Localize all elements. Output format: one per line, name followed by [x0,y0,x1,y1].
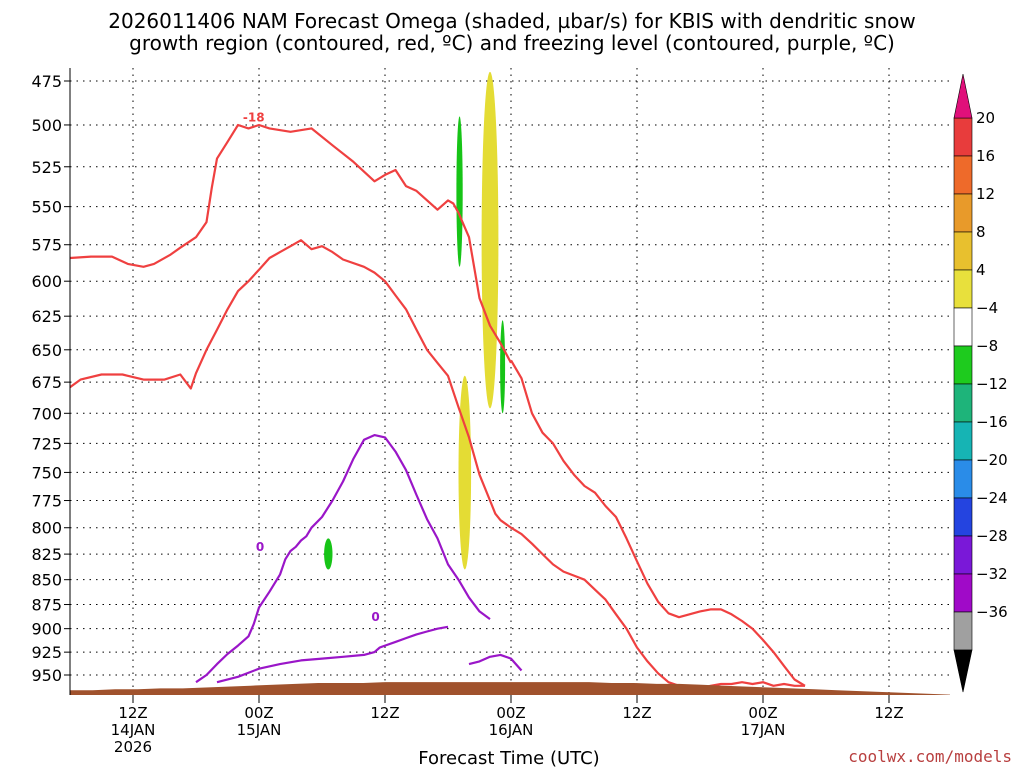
x-tick-label: 00Z [244,704,273,722]
contour-line [468,653,523,672]
contour-lines [70,123,806,690]
y-tick-label: 725 [31,434,62,453]
y-tick-label: 875 [31,596,62,615]
colorbar-label: −12 [976,375,1008,393]
colorbar-label: −24 [976,489,1008,507]
colorbar-label: −16 [976,413,1008,431]
omega-upward-band-lower [458,375,472,570]
y-tick-label: 850 [31,571,62,590]
y-tick-label: 750 [31,463,62,482]
contour-labels: -18 0 0 [243,111,380,624]
colorbar-segment [953,193,973,233]
x-tick-label: 12Z [118,704,147,722]
contour-line [70,239,805,690]
omega-upward-band-upper [481,71,499,409]
y-tick-label: 625 [31,307,62,326]
y-tick-label: 925 [31,643,62,662]
y-tick-label: 675 [31,373,62,392]
colorbar-segment [953,117,973,157]
y-tick-label: 900 [31,620,62,639]
y-tick-label: 550 [31,198,62,217]
y-tick-label: 650 [31,341,62,360]
omega-shading [324,71,506,570]
colorbar-segment [953,421,973,461]
colorbar-label: 8 [976,223,986,241]
colorbar-segment [953,345,973,385]
x-tick-label: 12Z [370,704,399,722]
x-tick-label: 00Z [496,704,525,722]
x-tick-label: 15JAN [237,721,282,739]
y-tick-label: 600 [31,272,62,291]
contour-line [70,123,512,364]
colorbar-segment [953,611,973,651]
omega-downward-cell-mid [500,320,506,414]
colorbar: 20 16 12 8 4 −4 −8 −12 −16 −20 −24 −28 −32 −36 [953,73,1008,693]
credit-text: coolwx.com/models [848,747,1012,766]
colorbar-segment [953,535,973,575]
x-axis-label: Forecast Time (UTC) [418,748,599,768]
freezing-contour-label: 0 [371,610,379,624]
terrain [70,682,950,695]
plot-area: -18 0 0 [69,68,950,695]
contour-line [510,359,806,687]
colorbar-segment [953,383,973,423]
colorbar-segment [953,459,973,499]
dendritic-contour-label: -18 [243,111,265,125]
colorbar-label: −8 [976,337,998,355]
colorbar-label: −32 [976,565,1008,583]
chart-title: 2026011406 NAM Forecast Omega (shaded, µ… [108,9,916,33]
y-tick-label: 775 [31,492,62,511]
y-tick-label: 825 [31,545,62,564]
colorbar-label: 16 [976,147,995,165]
y-tick-label: 525 [31,158,62,177]
colorbar-label: −4 [976,299,998,317]
terrain-fill [70,682,950,695]
colorbar-segment [953,269,973,309]
colorbar-bottom-arrow [953,649,973,693]
x-tick-label: 2026 [114,738,152,756]
colorbar-top-arrow [953,73,973,119]
y-tick-label: 575 [31,236,62,255]
colorbar-segment [953,307,973,347]
chart-title-line2: growth region (contoured, red, ºC) and f… [129,31,895,55]
colorbar-label: 4 [976,261,986,279]
contour-line [195,434,491,684]
freezing-contour-label: 0 [256,540,264,554]
y-tick-label: 800 [31,519,62,538]
x-tick-label: 14JAN [111,721,156,739]
colorbar-segment [953,497,973,537]
colorbar-label: −36 [976,603,1008,621]
contour-line [216,625,449,684]
colorbar-segment [953,231,973,271]
colorbar-label: 20 [976,109,995,127]
colorbar-label: −20 [976,451,1008,469]
colorbar-segment [953,573,973,613]
y-tick-label: 700 [31,404,62,423]
y-tick-label: 475 [31,72,62,91]
y-tick-label: 500 [31,116,62,135]
y-tick-label: 950 [31,666,62,685]
colorbar-segment [953,155,973,195]
x-tick-label: 12Z [622,704,651,722]
omega-downward-cell-low [324,538,333,570]
colorbar-label: 12 [976,185,995,203]
x-tick-label: 00Z [748,704,777,722]
x-tick-label: 12Z [874,704,903,722]
y-axis-ticks: 475 500 525 550 575 600 625 650 675 700 725 750 775 8… [31,72,70,685]
gridlines [70,68,950,695]
x-tick-label: 16JAN [489,721,534,739]
x-tick-label: 17JAN [741,721,786,739]
colorbar-label: −28 [976,527,1008,545]
omega-downward-cell-upper [456,116,463,267]
